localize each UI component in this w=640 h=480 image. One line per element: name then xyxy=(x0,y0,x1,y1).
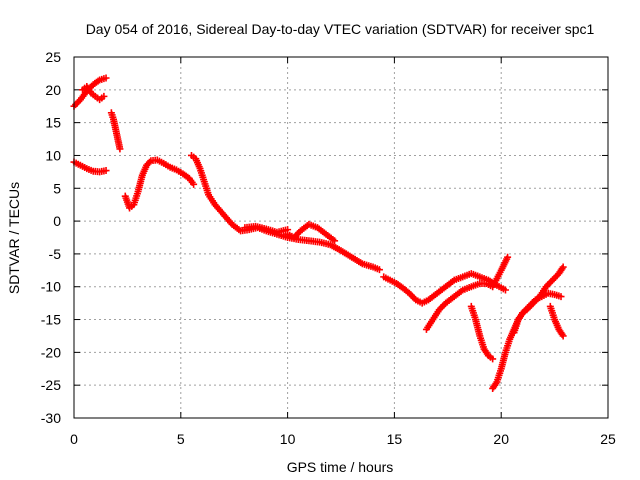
data-point xyxy=(504,253,512,261)
series-seg3 xyxy=(107,109,124,153)
data-point xyxy=(331,237,339,245)
y-tick-label: -5 xyxy=(49,246,62,262)
x-tick-label: 5 xyxy=(177,431,185,447)
data-point xyxy=(116,145,124,153)
series-seg14 xyxy=(546,302,567,340)
x-tick-label: 0 xyxy=(70,431,78,447)
series-seg2 xyxy=(79,83,108,104)
axis-ticks: 0 5 10 15 20 25 -30 -25 -20 -15 -10 -5 0 5 10 15 20 25 xyxy=(41,49,616,447)
data-points xyxy=(70,74,567,392)
y-tick-label: -30 xyxy=(41,410,61,426)
series-seg10 xyxy=(422,253,512,333)
series-seg9 xyxy=(380,270,509,307)
y-tick-label: -15 xyxy=(41,312,61,328)
y-tick-label: -25 xyxy=(41,377,61,393)
series-seg6 xyxy=(187,151,383,274)
y-tick-label: 0 xyxy=(53,213,61,229)
y-tick-label: -10 xyxy=(41,279,61,295)
chart-title: Day 054 of 2016, Sidereal Day-to-day VTE… xyxy=(86,21,595,37)
y-tick-label: 25 xyxy=(45,49,61,65)
series-seg7 xyxy=(241,222,292,236)
x-tick-label: 15 xyxy=(387,431,403,447)
y-axis-label: SDTVAR / TECUs xyxy=(6,182,22,294)
y-tick-label: -20 xyxy=(41,344,61,360)
x-tick-label: 10 xyxy=(280,431,296,447)
y-tick-label: 5 xyxy=(53,180,61,196)
data-point xyxy=(102,74,110,82)
y-tick-label: 20 xyxy=(45,82,61,98)
plot-frame xyxy=(73,56,609,419)
data-point xyxy=(190,180,198,188)
y-tick-label: 15 xyxy=(45,115,61,131)
data-point xyxy=(100,92,108,100)
data-point xyxy=(559,332,567,340)
x-tick-label: 25 xyxy=(600,431,616,447)
grid xyxy=(74,57,608,418)
data-point xyxy=(145,158,153,166)
y-tick-label: 10 xyxy=(45,147,61,163)
series-seg5 xyxy=(121,156,198,212)
x-axis-label: GPS time / hours xyxy=(287,459,394,475)
series-seg11 xyxy=(467,302,497,363)
series-seg13 xyxy=(510,289,565,337)
data-point xyxy=(102,167,110,175)
series-seg4 xyxy=(70,158,110,176)
data-point xyxy=(489,355,497,363)
x-tick-label: 20 xyxy=(493,431,509,447)
data-point xyxy=(559,263,567,271)
data-point xyxy=(501,286,509,294)
data-point xyxy=(375,266,383,274)
data-point xyxy=(557,293,565,301)
series-seg8 xyxy=(284,220,339,245)
